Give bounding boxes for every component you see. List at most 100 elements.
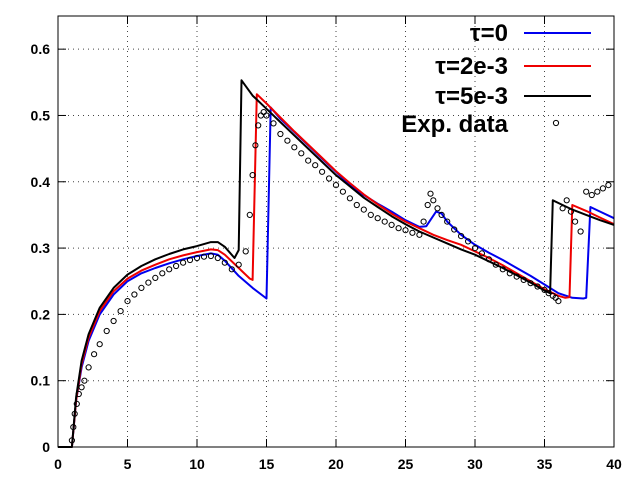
exp-data-point xyxy=(506,270,513,277)
exp-data-point xyxy=(541,286,548,293)
exp-data-point xyxy=(420,218,427,225)
exp-data-point xyxy=(353,201,360,209)
x-tick-label: 5 xyxy=(124,456,132,472)
exp-data-point xyxy=(577,228,584,235)
exp-data-point xyxy=(145,279,152,286)
exp-data-point xyxy=(444,218,451,225)
x-tick-label: 40 xyxy=(606,456,622,472)
exp-data-point xyxy=(277,130,284,138)
x-tick-label: 35 xyxy=(537,456,553,472)
exp-data-point xyxy=(478,250,485,257)
exp-data-point xyxy=(332,182,340,189)
exp-data-point xyxy=(242,248,249,255)
exp-data-point xyxy=(402,227,409,234)
y-tick-label: 0.2 xyxy=(31,306,51,322)
exp-data-point xyxy=(257,112,264,119)
exp-data-point xyxy=(228,266,235,273)
exp-data-point xyxy=(563,197,570,204)
y-tick-label: 0.4 xyxy=(31,174,51,190)
series-line-1 xyxy=(58,93,615,448)
exp-data-point xyxy=(305,157,312,164)
exp-data-point xyxy=(207,252,214,260)
exp-data-point xyxy=(559,205,566,212)
exp-data-point xyxy=(367,211,374,218)
exp-data-point xyxy=(458,233,465,240)
exp-data-point xyxy=(583,188,590,195)
y-tick-label: 0.6 xyxy=(31,41,51,57)
exp-data-point xyxy=(312,162,319,169)
exp-data-point xyxy=(173,262,180,270)
exp-data-point xyxy=(117,308,124,315)
exp-data-point xyxy=(430,197,437,204)
exp-data-point xyxy=(260,109,267,116)
exp-data-point xyxy=(166,266,173,273)
exp-data-point xyxy=(588,191,595,199)
exp-data-point xyxy=(263,112,270,119)
legend-label-2: τ=5e-3 xyxy=(435,83,508,110)
exp-data-point xyxy=(214,254,221,262)
y-tick-label: 0.1 xyxy=(31,373,51,389)
exp-data-point xyxy=(427,190,434,197)
exp-data-point xyxy=(346,195,353,202)
exp-data-point xyxy=(103,327,110,335)
exp-data-point xyxy=(85,364,92,371)
exp-data-point xyxy=(284,137,291,144)
legend-label-exp: Exp. data xyxy=(401,111,508,138)
exp-data-point xyxy=(499,266,506,273)
exp-data-point xyxy=(409,229,416,236)
axis-ticks: 0 5 10 15 20 25 30 35 40 0 0.1 0.2 0.3 0.4 0.5 0.6 xyxy=(31,16,622,472)
exp-data-point xyxy=(71,410,78,417)
exp-data-points xyxy=(68,109,612,444)
x-tick-label: 30 xyxy=(467,456,483,472)
exp-data-point xyxy=(360,206,367,213)
exp-data-point xyxy=(75,390,82,398)
x-tick-label: 10 xyxy=(189,456,205,472)
y-tick-label: 0 xyxy=(42,439,50,455)
legend-label-0: τ=0 xyxy=(470,20,508,47)
exp-data-point xyxy=(193,254,201,262)
x-tick-label: 0 xyxy=(54,456,62,472)
exp-data-point xyxy=(180,259,187,266)
exp-data-point xyxy=(96,341,103,348)
exp-data-point xyxy=(73,400,80,407)
exp-data-point xyxy=(451,226,458,233)
exp-data-point xyxy=(605,182,612,189)
exp-data-point xyxy=(200,253,208,260)
exp-data-point xyxy=(599,185,607,192)
legend-marker-exp xyxy=(552,119,560,127)
x-tick-label: 25 xyxy=(398,456,414,472)
exp-data-point xyxy=(81,377,88,384)
exp-data-point xyxy=(159,270,166,277)
exp-data-point xyxy=(249,172,256,179)
x-tick-label: 15 xyxy=(259,456,275,472)
exp-data-point xyxy=(416,231,423,238)
exp-data-point xyxy=(235,261,242,268)
exp-data-point xyxy=(186,256,194,264)
exp-data-point xyxy=(124,298,131,305)
grid xyxy=(58,16,614,447)
exp-data-point xyxy=(594,188,601,195)
exp-data-point xyxy=(527,280,534,287)
exp-data-point xyxy=(381,218,388,225)
exp-data-point xyxy=(471,245,479,252)
y-tick-label: 0.5 xyxy=(31,107,51,123)
exp-data-point xyxy=(298,150,305,157)
exp-data-point xyxy=(78,384,85,391)
exp-data-point xyxy=(485,256,492,263)
exp-data-point xyxy=(255,122,262,129)
exp-data-point xyxy=(138,284,145,291)
legend-label-1: τ=2e-3 xyxy=(435,53,508,80)
exp-data-point xyxy=(246,211,253,218)
exp-data-point xyxy=(110,317,117,325)
exp-data-point xyxy=(395,225,402,232)
exp-data-point xyxy=(434,205,441,212)
exp-data-point xyxy=(465,238,472,245)
exp-data-point xyxy=(91,351,98,358)
exp-data-point xyxy=(326,175,333,182)
exp-data-point xyxy=(70,424,77,431)
exp-data-point xyxy=(131,291,138,298)
exp-data-point xyxy=(567,208,575,215)
exp-data-point xyxy=(513,273,520,280)
exp-data-point xyxy=(68,437,76,444)
